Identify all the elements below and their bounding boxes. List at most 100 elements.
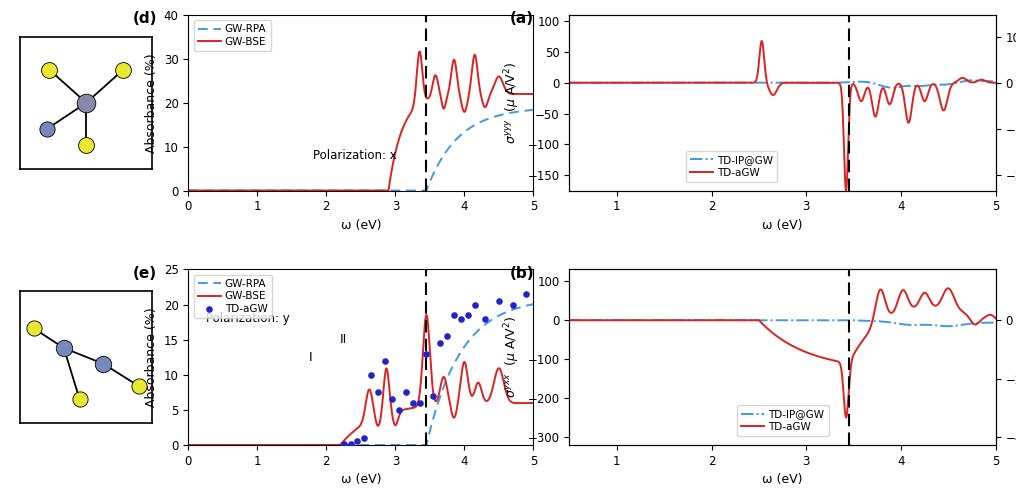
TD-aGW (746, 80, 758, 86)
Text: Polarization: x: Polarization: x (313, 149, 396, 162)
TD-aGW (840, 188, 852, 194)
GW-BSE (315, 442, 327, 448)
TD-aGW (936, 296, 948, 302)
GW-RPA (242, 442, 254, 448)
TD-aGW (726, 80, 739, 86)
GW-RPA (221, 442, 234, 448)
GW-RPA (182, 188, 194, 194)
TD-IP@GW (564, 317, 576, 323)
GW-RPA (484, 318, 496, 324)
TD-aGW (425, 392, 441, 400)
Text: (b): (b) (510, 266, 534, 281)
GW-BSE (527, 91, 539, 97)
X-axis label: ω (eV): ω (eV) (340, 219, 381, 232)
Point (96, 360, 112, 368)
TD-aGW (612, 80, 624, 86)
TD-IP@GW (936, 82, 948, 88)
Point (25, 324, 42, 332)
TD-aGW (357, 434, 373, 442)
TD-IP@GW (637, 80, 649, 86)
Y-axis label: $\sigma^{yxx}$  ($\mu$ A/V$^2$): $\sigma^{yxx}$ ($\mu$ A/V$^2$) (503, 316, 522, 398)
TD-aGW (439, 332, 455, 340)
Y-axis label: Absorbance (%): Absorbance (%) (145, 53, 158, 152)
TD-aGW (384, 396, 400, 404)
TD-IP@GW (936, 323, 948, 329)
TD-aGW (370, 388, 386, 396)
TD-aGW (726, 317, 739, 323)
GW-BSE (221, 188, 234, 194)
GW-RPA (221, 188, 234, 194)
TD-aGW (466, 300, 483, 308)
TD-aGW (335, 440, 352, 448)
GW-BSE (221, 442, 234, 448)
Point (39, 125, 55, 133)
Point (78, 99, 94, 107)
GW-RPA (527, 107, 539, 113)
Point (42, 66, 58, 74)
Line: TD-aGW: TD-aGW (570, 288, 996, 418)
GW-RPA (520, 302, 532, 308)
TD-IP@GW (746, 80, 758, 86)
GW-BSE (520, 400, 532, 406)
TD-aGW (505, 300, 521, 308)
TD-IP@GW (612, 80, 624, 86)
Point (56, 344, 72, 352)
TD-aGW (990, 316, 1002, 322)
GW-BSE (484, 93, 496, 99)
Line: TD-aGW: TD-aGW (570, 41, 996, 190)
TD-IP@GW (612, 317, 624, 323)
X-axis label: ω (eV): ω (eV) (762, 219, 803, 232)
TD-aGW (518, 290, 534, 298)
Point (115, 66, 131, 74)
X-axis label: ω (eV): ω (eV) (762, 474, 803, 486)
TD-aGW (419, 350, 435, 358)
Text: I: I (309, 351, 313, 364)
TD-IP@GW (746, 317, 758, 323)
Legend: TD-IP@GW, TD-aGW: TD-IP@GW, TD-aGW (686, 151, 777, 182)
TD-aGW (756, 38, 768, 44)
GW-RPA (315, 442, 327, 448)
GW-BSE (414, 48, 426, 54)
TD-aGW (746, 317, 758, 323)
GW-BSE (329, 442, 341, 448)
GW-BSE (520, 91, 532, 97)
Line: GW-RPA: GW-RPA (188, 304, 533, 445)
GW-BSE (315, 188, 327, 194)
Legend: GW-RPA, GW-BSE: GW-RPA, GW-BSE (194, 20, 270, 51)
Text: (e): (e) (133, 266, 157, 281)
Y-axis label: Absorbance (%): Absorbance (%) (145, 308, 158, 407)
TD-aGW (936, 104, 948, 110)
TD-IP@GW (637, 317, 649, 323)
TD-aGW (491, 297, 507, 305)
TD-IP@GW (564, 80, 576, 86)
Line: TD-IP@GW: TD-IP@GW (570, 80, 996, 87)
TD-aGW (377, 357, 393, 365)
TD-IP@GW (942, 323, 954, 329)
Point (71, 396, 87, 404)
TD-IP@GW (966, 78, 978, 84)
GW-RPA (182, 442, 194, 448)
GW-BSE (329, 188, 341, 194)
Line: GW-RPA: GW-RPA (188, 110, 533, 190)
Legend: TD-IP@GW, TD-aGW: TD-IP@GW, TD-aGW (737, 406, 828, 436)
Text: (d): (d) (133, 12, 157, 26)
TD-aGW (350, 438, 366, 446)
TD-aGW (637, 80, 649, 86)
GW-BSE (182, 188, 194, 194)
GW-BSE (527, 400, 539, 406)
TD-aGW (564, 317, 576, 323)
GW-RPA (527, 301, 539, 307)
TD-IP@GW (726, 80, 739, 86)
Point (131, 382, 147, 390)
GW-BSE (242, 442, 254, 448)
TD-aGW (840, 414, 852, 420)
TD-IP@GW (726, 317, 739, 323)
Line: TD-IP@GW: TD-IP@GW (570, 320, 996, 326)
TD-aGW (942, 285, 954, 291)
Text: Polarization: y: Polarization: y (205, 312, 290, 325)
Line: GW-BSE: GW-BSE (188, 315, 533, 445)
GW-RPA (520, 108, 532, 114)
TD-aGW (342, 440, 359, 448)
Line: GW-BSE: GW-BSE (188, 52, 533, 190)
GW-BSE (242, 188, 254, 194)
